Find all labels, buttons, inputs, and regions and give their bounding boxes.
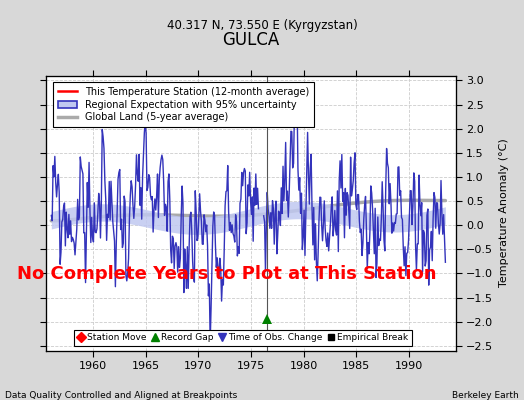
- Text: 40.317 N, 73.550 E (Kyrgyzstan): 40.317 N, 73.550 E (Kyrgyzstan): [167, 19, 357, 32]
- Text: No Complete Years to Plot at This Station: No Complete Years to Plot at This Statio…: [17, 264, 436, 282]
- Title: GULCA: GULCA: [222, 31, 280, 49]
- Y-axis label: Temperature Anomaly (°C): Temperature Anomaly (°C): [499, 139, 509, 288]
- Text: Berkeley Earth: Berkeley Earth: [452, 391, 519, 400]
- Text: Data Quality Controlled and Aligned at Breakpoints: Data Quality Controlled and Aligned at B…: [5, 391, 237, 400]
- Legend: Station Move, Record Gap, Time of Obs. Change, Empirical Break: Station Move, Record Gap, Time of Obs. C…: [74, 330, 412, 346]
